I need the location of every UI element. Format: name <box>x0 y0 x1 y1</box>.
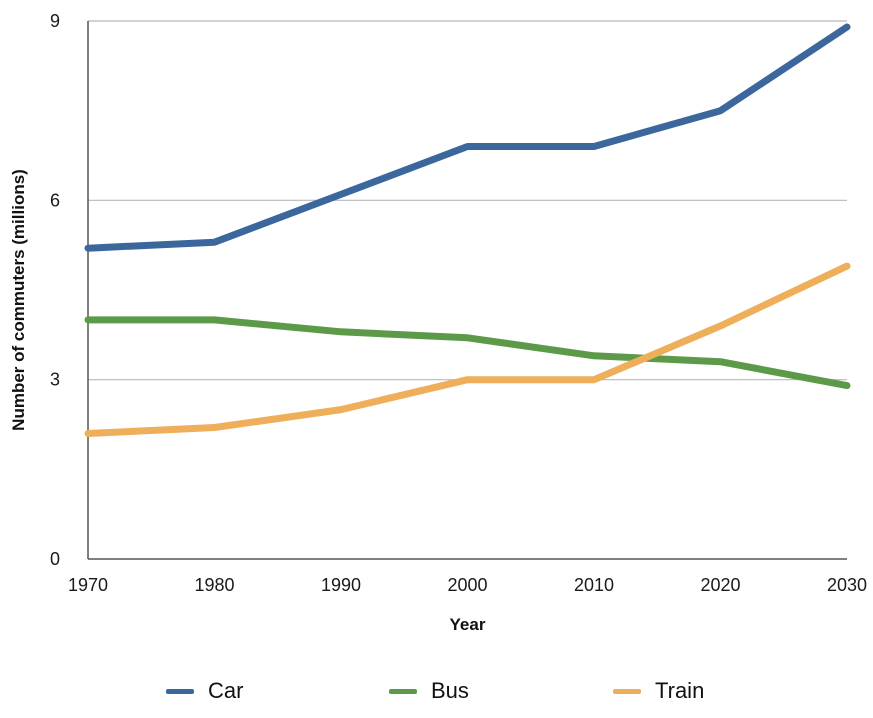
series-line-bus <box>84 316 851 390</box>
legend-swatch-train <box>613 688 641 694</box>
legend-label-car: Car <box>208 678 244 703</box>
x-tick-label: 2010 <box>574 575 614 595</box>
y-tick-label: 6 <box>50 190 60 210</box>
x-tick-label: 2020 <box>700 575 740 595</box>
y-tick-label: 3 <box>50 370 60 390</box>
legend: Car Bus Train <box>0 678 873 718</box>
x-tick-label: 1990 <box>321 575 361 595</box>
legend-item-train: Train <box>613 678 704 704</box>
series-line-train <box>84 262 851 437</box>
y-tick-label: 0 <box>50 549 60 569</box>
x-tick-label: 1970 <box>68 575 108 595</box>
legend-item-car: Car <box>166 678 243 704</box>
gridlines <box>88 20 847 381</box>
series-lines <box>84 23 851 437</box>
legend-label-train: Train <box>655 678 705 703</box>
axes <box>87 21 847 560</box>
x-tick-label: 2000 <box>447 575 487 595</box>
y-axis-title: Number of commuters (millions) <box>9 169 28 431</box>
legend-swatch-car <box>166 688 194 694</box>
legend-item-bus: Bus <box>389 678 469 704</box>
tick-labels: 0 3 6 9 1970 1980 1990 2000 2010 2020 2030 <box>50 11 867 595</box>
legend-label-bus: Bus <box>431 678 469 703</box>
x-axis-title: Year <box>450 615 486 634</box>
y-tick-label: 9 <box>50 11 60 31</box>
x-tick-label: 2030 <box>827 575 867 595</box>
legend-swatch-bus <box>389 688 417 694</box>
x-tick-label: 1980 <box>194 575 234 595</box>
series-line-car <box>84 23 851 252</box>
